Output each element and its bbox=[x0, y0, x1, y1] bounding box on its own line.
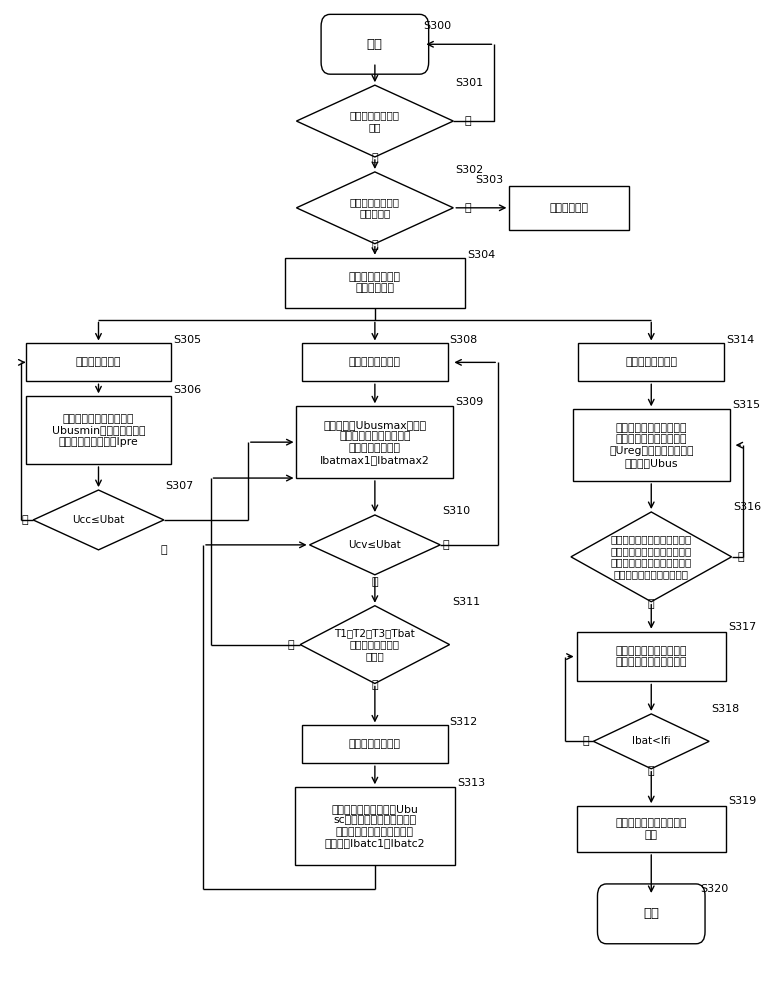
Bar bbox=[302, 343, 447, 381]
Text: 否: 否 bbox=[372, 577, 378, 587]
Text: S314: S314 bbox=[726, 335, 755, 345]
Bar bbox=[578, 343, 724, 381]
Polygon shape bbox=[300, 606, 450, 683]
Text: 适配器输出Ubusmax、第一
充电控制芯片和第二充电
控制芯片分别输出
Ibatmax1和Ibatmax2: 适配器输出Ubusmax、第一 充电控制芯片和第二充电 控制芯片分别输出 Iba… bbox=[320, 420, 430, 465]
Text: 是: 是 bbox=[372, 153, 378, 163]
Text: 进入预充电阶段: 进入预充电阶段 bbox=[76, 357, 121, 367]
Text: S310: S310 bbox=[442, 506, 470, 516]
Text: 关闭充电控制芯片，充电
完成: 关闭充电控制芯片，充电 完成 bbox=[616, 818, 687, 840]
Polygon shape bbox=[309, 515, 440, 575]
Bar bbox=[26, 343, 172, 381]
Text: 否: 否 bbox=[288, 640, 294, 650]
Text: 检测电池的电压，
确定充电阶段: 检测电池的电压， 确定充电阶段 bbox=[349, 272, 401, 293]
Text: 否: 否 bbox=[22, 515, 28, 525]
Text: S317: S317 bbox=[728, 622, 757, 632]
Text: S312: S312 bbox=[450, 717, 478, 727]
Bar bbox=[295, 787, 455, 865]
Text: S311: S311 bbox=[452, 597, 480, 607]
Text: S316: S316 bbox=[733, 502, 761, 512]
Polygon shape bbox=[571, 512, 732, 602]
Text: 是: 是 bbox=[372, 680, 378, 690]
Text: 否: 否 bbox=[465, 116, 472, 126]
Bar bbox=[577, 632, 726, 681]
Text: S307: S307 bbox=[165, 481, 194, 491]
Text: 适配器是否支持快
速充电模式: 适配器是否支持快 速充电模式 bbox=[350, 197, 400, 219]
Text: S313: S313 bbox=[457, 778, 485, 788]
Text: 结束: 结束 bbox=[643, 907, 660, 920]
Polygon shape bbox=[594, 714, 709, 769]
Polygon shape bbox=[296, 172, 453, 244]
Text: 进行普通充电: 进行普通充电 bbox=[549, 203, 588, 213]
Text: 进入恒压充电阶段: 进入恒压充电阶段 bbox=[625, 357, 677, 367]
Text: S301: S301 bbox=[456, 78, 483, 88]
Polygon shape bbox=[296, 85, 453, 157]
Bar bbox=[509, 186, 629, 230]
Text: 开始: 开始 bbox=[367, 38, 383, 51]
Polygon shape bbox=[33, 490, 164, 550]
Bar bbox=[26, 396, 172, 464]
FancyBboxPatch shape bbox=[597, 884, 705, 944]
Text: 否: 否 bbox=[465, 203, 472, 213]
Text: Ibat<Ifi: Ibat<Ifi bbox=[632, 736, 670, 746]
Text: S318: S318 bbox=[711, 704, 739, 714]
Text: S303: S303 bbox=[476, 175, 504, 185]
Text: S319: S319 bbox=[728, 796, 757, 806]
Text: 适配器是否为接入
状态: 适配器是否为接入 状态 bbox=[350, 110, 400, 132]
FancyBboxPatch shape bbox=[321, 14, 429, 74]
Text: Ucc≤Ubat: Ucc≤Ubat bbox=[72, 515, 125, 525]
Text: 是: 是 bbox=[443, 540, 449, 550]
Text: S304: S304 bbox=[466, 250, 495, 260]
Text: 是: 是 bbox=[372, 240, 378, 250]
Text: 关闭其中任意一个充电控
制芯片，进行单芯片充电: 关闭其中任意一个充电控 制芯片，进行单芯片充电 bbox=[616, 646, 687, 667]
Text: 适配器降低输出电压为Ubu
sc、第一充电控制芯片和第
二充电控制芯片分别降低充
电电流为Ibatc1和Ibatc2: 适配器降低输出电压为Ubu sc、第一充电控制芯片和第 二充电控制芯片分别降低充… bbox=[325, 804, 425, 848]
Text: 否: 否 bbox=[582, 736, 589, 746]
Text: 第一充电控制芯片和第二
充电控制芯片输出恒定电
压Ureg，适配器逐渐减小
输出电压Ubus: 第一充电控制芯片和第二 充电控制芯片输出恒定电 压Ureg，适配器逐渐减小 输出… bbox=[609, 423, 693, 468]
Bar bbox=[573, 409, 730, 481]
Text: S320: S320 bbox=[700, 884, 728, 894]
Text: S302: S302 bbox=[456, 165, 484, 175]
Text: T1、T2、T3和Tbat
是否满足预设的限
温条件: T1、T2、T3和Tbat 是否满足预设的限 温条件 bbox=[335, 628, 415, 661]
Text: 否: 否 bbox=[738, 552, 745, 562]
Bar bbox=[302, 725, 447, 763]
Text: S309: S309 bbox=[456, 397, 484, 407]
Text: 是: 是 bbox=[648, 599, 655, 609]
Text: 适配器输出第一预设电压
Ubusmin、第一充电控制
芯片输出预充电电流Ipre: 适配器输出第一预设电压 Ubusmin、第一充电控制 芯片输出预充电电流Ipre bbox=[52, 414, 146, 447]
Text: S315: S315 bbox=[732, 400, 760, 410]
Text: 是: 是 bbox=[161, 545, 168, 555]
Text: Ucv≤Ubat: Ucv≤Ubat bbox=[349, 540, 401, 550]
Text: 进入恒流充电阶段: 进入恒流充电阶段 bbox=[349, 357, 401, 367]
Text: S308: S308 bbox=[450, 335, 478, 345]
Text: 是否适配器的电压无法降低，
且第一充电控制芯片和第二充
电控制芯片的其中任意一个输
出电流达到最高的工作效率: 是否适配器的电压无法降低， 且第一充电控制芯片和第二充 电控制芯片的其中任意一个… bbox=[611, 534, 692, 579]
Bar bbox=[285, 258, 464, 308]
Text: 进入温度控制阶段: 进入温度控制阶段 bbox=[349, 739, 401, 749]
Text: S300: S300 bbox=[424, 21, 451, 31]
Text: S306: S306 bbox=[173, 385, 201, 395]
Text: S305: S305 bbox=[173, 335, 201, 345]
Text: 是: 是 bbox=[648, 766, 655, 776]
Bar bbox=[296, 406, 453, 478]
Bar bbox=[577, 806, 726, 852]
